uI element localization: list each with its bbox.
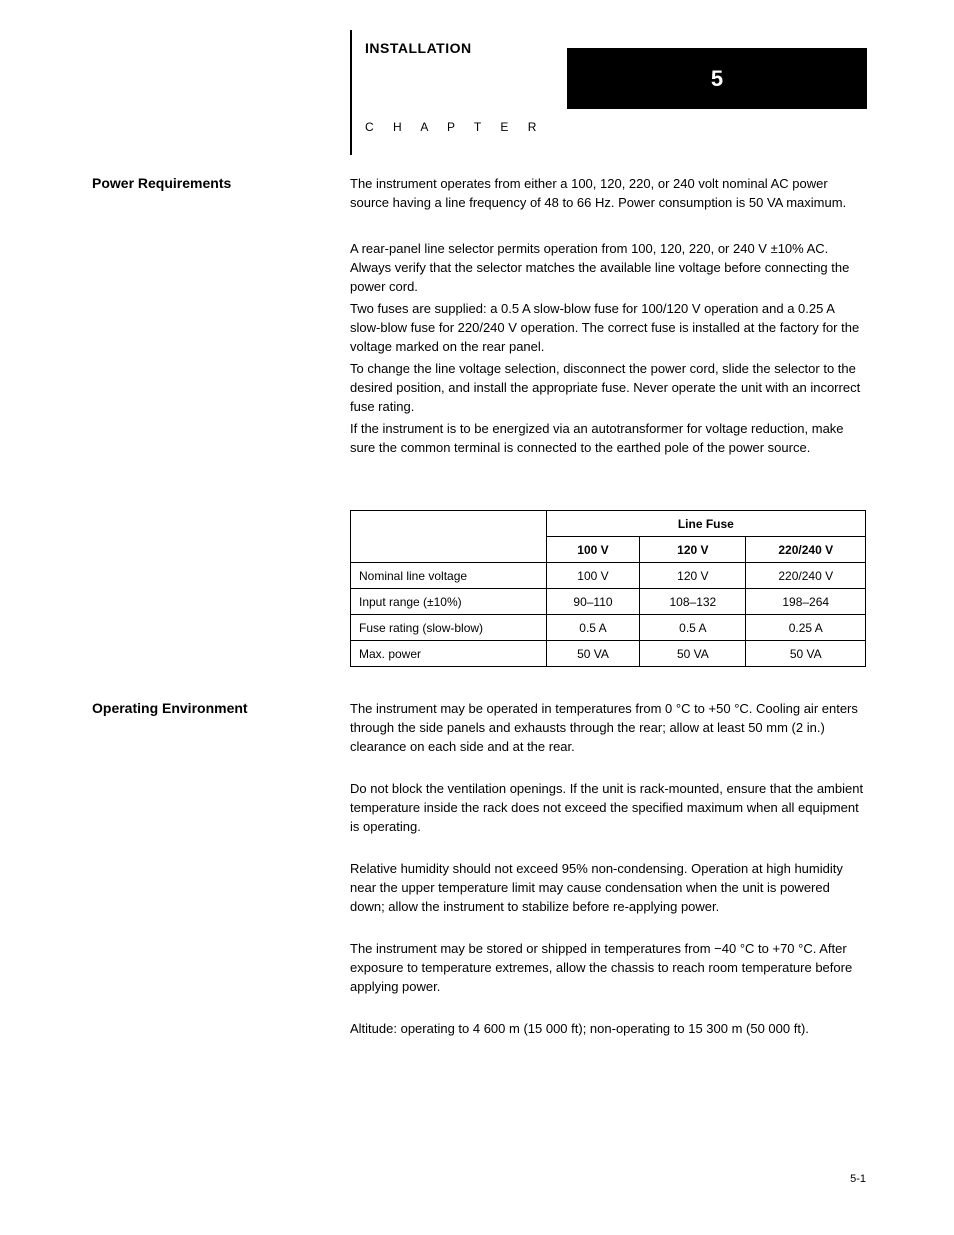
table-row: Input range (±10%) 90–110 108–132 198–26… bbox=[351, 589, 866, 615]
section-heading-power: Power Requirements bbox=[92, 175, 231, 191]
table-cell: 220/240 V bbox=[746, 563, 866, 589]
body-paragraph: To change the line voltage selection, di… bbox=[350, 360, 866, 417]
table-row-label: Fuse rating (slow-blow) bbox=[351, 615, 547, 641]
body-paragraph: A rear-panel line selector permits opera… bbox=[350, 240, 866, 297]
table-cell: 50 VA bbox=[546, 641, 640, 667]
body-paragraph: The instrument may be stored or shipped … bbox=[350, 940, 866, 997]
line-voltage-table: Line Fuse 100 V 120 V 220/240 V Nominal … bbox=[350, 510, 866, 667]
body-paragraph: The instrument operates from either a 10… bbox=[350, 175, 866, 213]
table-cell: 50 VA bbox=[640, 641, 746, 667]
table-cell: 100 V bbox=[546, 563, 640, 589]
table-row-label: Max. power bbox=[351, 641, 547, 667]
table-cell: 0.25 A bbox=[746, 615, 866, 641]
body-paragraph: If the instrument is to be energized via… bbox=[350, 420, 866, 458]
chapter-number-badge: 5 bbox=[567, 48, 867, 109]
table-row-label: Nominal line voltage bbox=[351, 563, 547, 589]
section-heading-environment: Operating Environment bbox=[92, 700, 248, 716]
table-cell: 90–110 bbox=[546, 589, 640, 615]
table-column-header: 120 V bbox=[640, 537, 746, 563]
table-cell: 50 VA bbox=[746, 641, 866, 667]
body-paragraph: Relative humidity should not exceed 95% … bbox=[350, 860, 866, 917]
table-column-header: 100 V bbox=[546, 537, 640, 563]
table-cell: 198–264 bbox=[746, 589, 866, 615]
body-paragraph: Do not block the ventilation openings. I… bbox=[350, 780, 866, 837]
header-subtitle: C H A P T E R bbox=[365, 120, 544, 134]
body-paragraph: Two fuses are supplied: a 0.5 A slow-blo… bbox=[350, 300, 866, 357]
table-cell: 0.5 A bbox=[546, 615, 640, 641]
table-corner-cell bbox=[351, 511, 547, 563]
table-row: Fuse rating (slow-blow) 0.5 A 0.5 A 0.25… bbox=[351, 615, 866, 641]
body-paragraph: Altitude: operating to 4 600 m (15 000 f… bbox=[350, 1020, 866, 1039]
table-cell: 108–132 bbox=[640, 589, 746, 615]
header-title: INSTALLATION bbox=[365, 40, 472, 56]
table-cell: 0.5 A bbox=[640, 615, 746, 641]
body-paragraph: The instrument may be operated in temper… bbox=[350, 700, 866, 757]
table-row: Max. power 50 VA 50 VA 50 VA bbox=[351, 641, 866, 667]
table-row: Nominal line voltage 100 V 120 V 220/240… bbox=[351, 563, 866, 589]
table-cell: 120 V bbox=[640, 563, 746, 589]
table-group-header: Line Fuse bbox=[546, 511, 865, 537]
table-column-header: 220/240 V bbox=[746, 537, 866, 563]
page: INSTALLATION C H A P T E R 5 Power Requi… bbox=[0, 0, 954, 1235]
table-header-row: Line Fuse bbox=[351, 511, 866, 537]
page-number: 5-1 bbox=[850, 1173, 866, 1185]
table-row-label: Input range (±10%) bbox=[351, 589, 547, 615]
header-vertical-rule bbox=[350, 30, 352, 155]
